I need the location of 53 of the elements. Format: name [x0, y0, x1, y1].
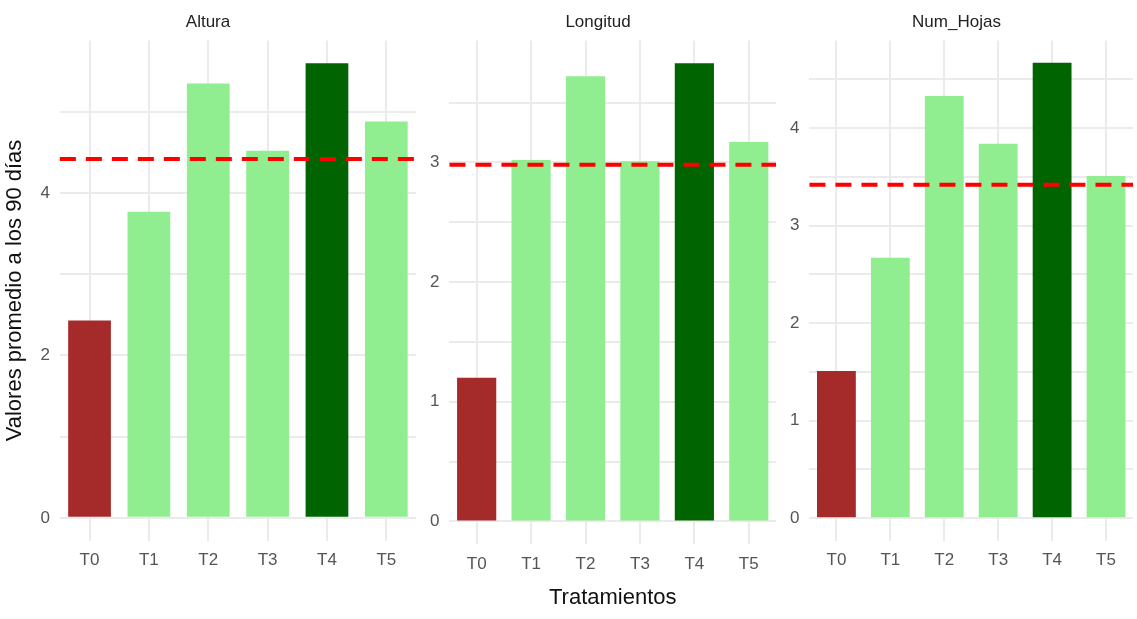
x-tick-label: T3	[988, 550, 1009, 570]
y-tick-label: 0	[40, 507, 50, 527]
x-tick-label: T3	[630, 554, 650, 574]
y-tick-label: 2	[789, 312, 800, 332]
chart-title: Altura	[185, 11, 231, 31]
y-tick-label: 3	[789, 215, 800, 235]
y-tick-label: 0	[789, 507, 800, 527]
bar	[186, 83, 230, 517]
y-tick-label: 1	[429, 391, 440, 411]
y-tick-label: 0	[429, 511, 440, 531]
bar	[68, 320, 111, 517]
chart-title: Longitud	[565, 11, 631, 31]
y-tick-label: 2	[429, 271, 440, 291]
y-tick-label: 4	[40, 182, 50, 202]
x-tick-label: T5	[1096, 550, 1116, 570]
bar	[305, 63, 349, 517]
x-tick-label: T4	[684, 554, 705, 574]
x-tick-label: T0	[826, 550, 847, 570]
bar	[620, 161, 660, 521]
x-tick-label: T5	[376, 550, 397, 570]
bar	[924, 95, 964, 518]
y-tick-label: 1	[789, 410, 800, 430]
x-tick-label: T4	[1042, 550, 1063, 570]
bar	[457, 377, 497, 521]
x-tick-label: T2	[198, 550, 219, 570]
bar	[1032, 62, 1072, 518]
y-tick-label: 2	[40, 345, 50, 365]
x-axis-title: Tratamientos	[548, 583, 677, 609]
x-tick-label: T5	[738, 554, 759, 574]
x-tick-label: T1	[138, 550, 159, 570]
bar	[364, 121, 408, 517]
bar	[729, 142, 769, 521]
x-tick-label: T2	[934, 550, 955, 570]
x-tick-label: T4	[317, 550, 337, 570]
x-tick-label: T1	[521, 554, 542, 574]
chart-title: Num_Hojas	[912, 11, 1001, 31]
bar	[870, 257, 910, 518]
x-tick-label: T3	[257, 550, 278, 570]
bar	[817, 370, 856, 518]
y-tick-label: 4	[789, 117, 800, 137]
y-tick-label: 3	[429, 152, 440, 172]
x-tick-label: T0	[466, 554, 487, 574]
bar	[511, 160, 551, 521]
x-tick-label: T2	[575, 554, 596, 574]
y-axis-title: Valores promedio a los 90 días	[1, 139, 27, 442]
bar	[978, 143, 1018, 518]
bar	[127, 211, 171, 517]
bar	[246, 150, 289, 517]
bar	[565, 76, 606, 521]
x-tick-label: T1	[880, 550, 901, 570]
bar	[674, 63, 714, 521]
bar	[1086, 175, 1126, 518]
x-tick-label: T0	[79, 550, 100, 570]
